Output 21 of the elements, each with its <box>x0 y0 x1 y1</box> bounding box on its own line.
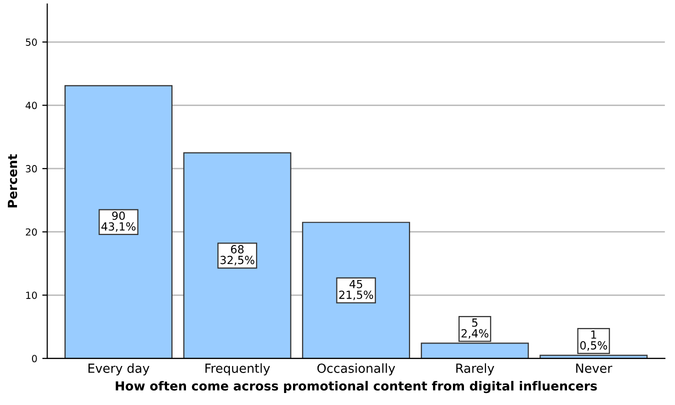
y-axis-title: Percent <box>8 154 18 208</box>
x-tick-label: Occasionally <box>317 363 396 376</box>
data-label: 90 43,1% <box>101 211 136 232</box>
bar <box>302 222 410 358</box>
data-label: 5 2,4% <box>462 318 488 339</box>
data-label: 68 32,5% <box>220 245 254 266</box>
x-tick-label: Frequently <box>205 363 270 376</box>
bar <box>183 152 292 358</box>
y-tick-label: 50 <box>26 38 37 46</box>
y-tick-label: 0 <box>32 354 37 362</box>
x-tick-label: Every day <box>88 363 150 376</box>
x-tick-label: Rarely <box>456 363 494 376</box>
data-label: 1 0,5% <box>580 330 608 351</box>
x-tick-label: Never <box>576 364 612 373</box>
x-axis-title: How often come across promotional content from digital influencers <box>116 380 597 394</box>
bar <box>64 85 173 358</box>
y-tick-label: 20 <box>26 228 37 236</box>
y-tick-label: 10 <box>26 292 37 299</box>
y-tick-label: 30 <box>26 165 37 172</box>
data-label: 45 21,5% <box>339 280 374 300</box>
y-tick-label: 40 <box>26 102 37 110</box>
